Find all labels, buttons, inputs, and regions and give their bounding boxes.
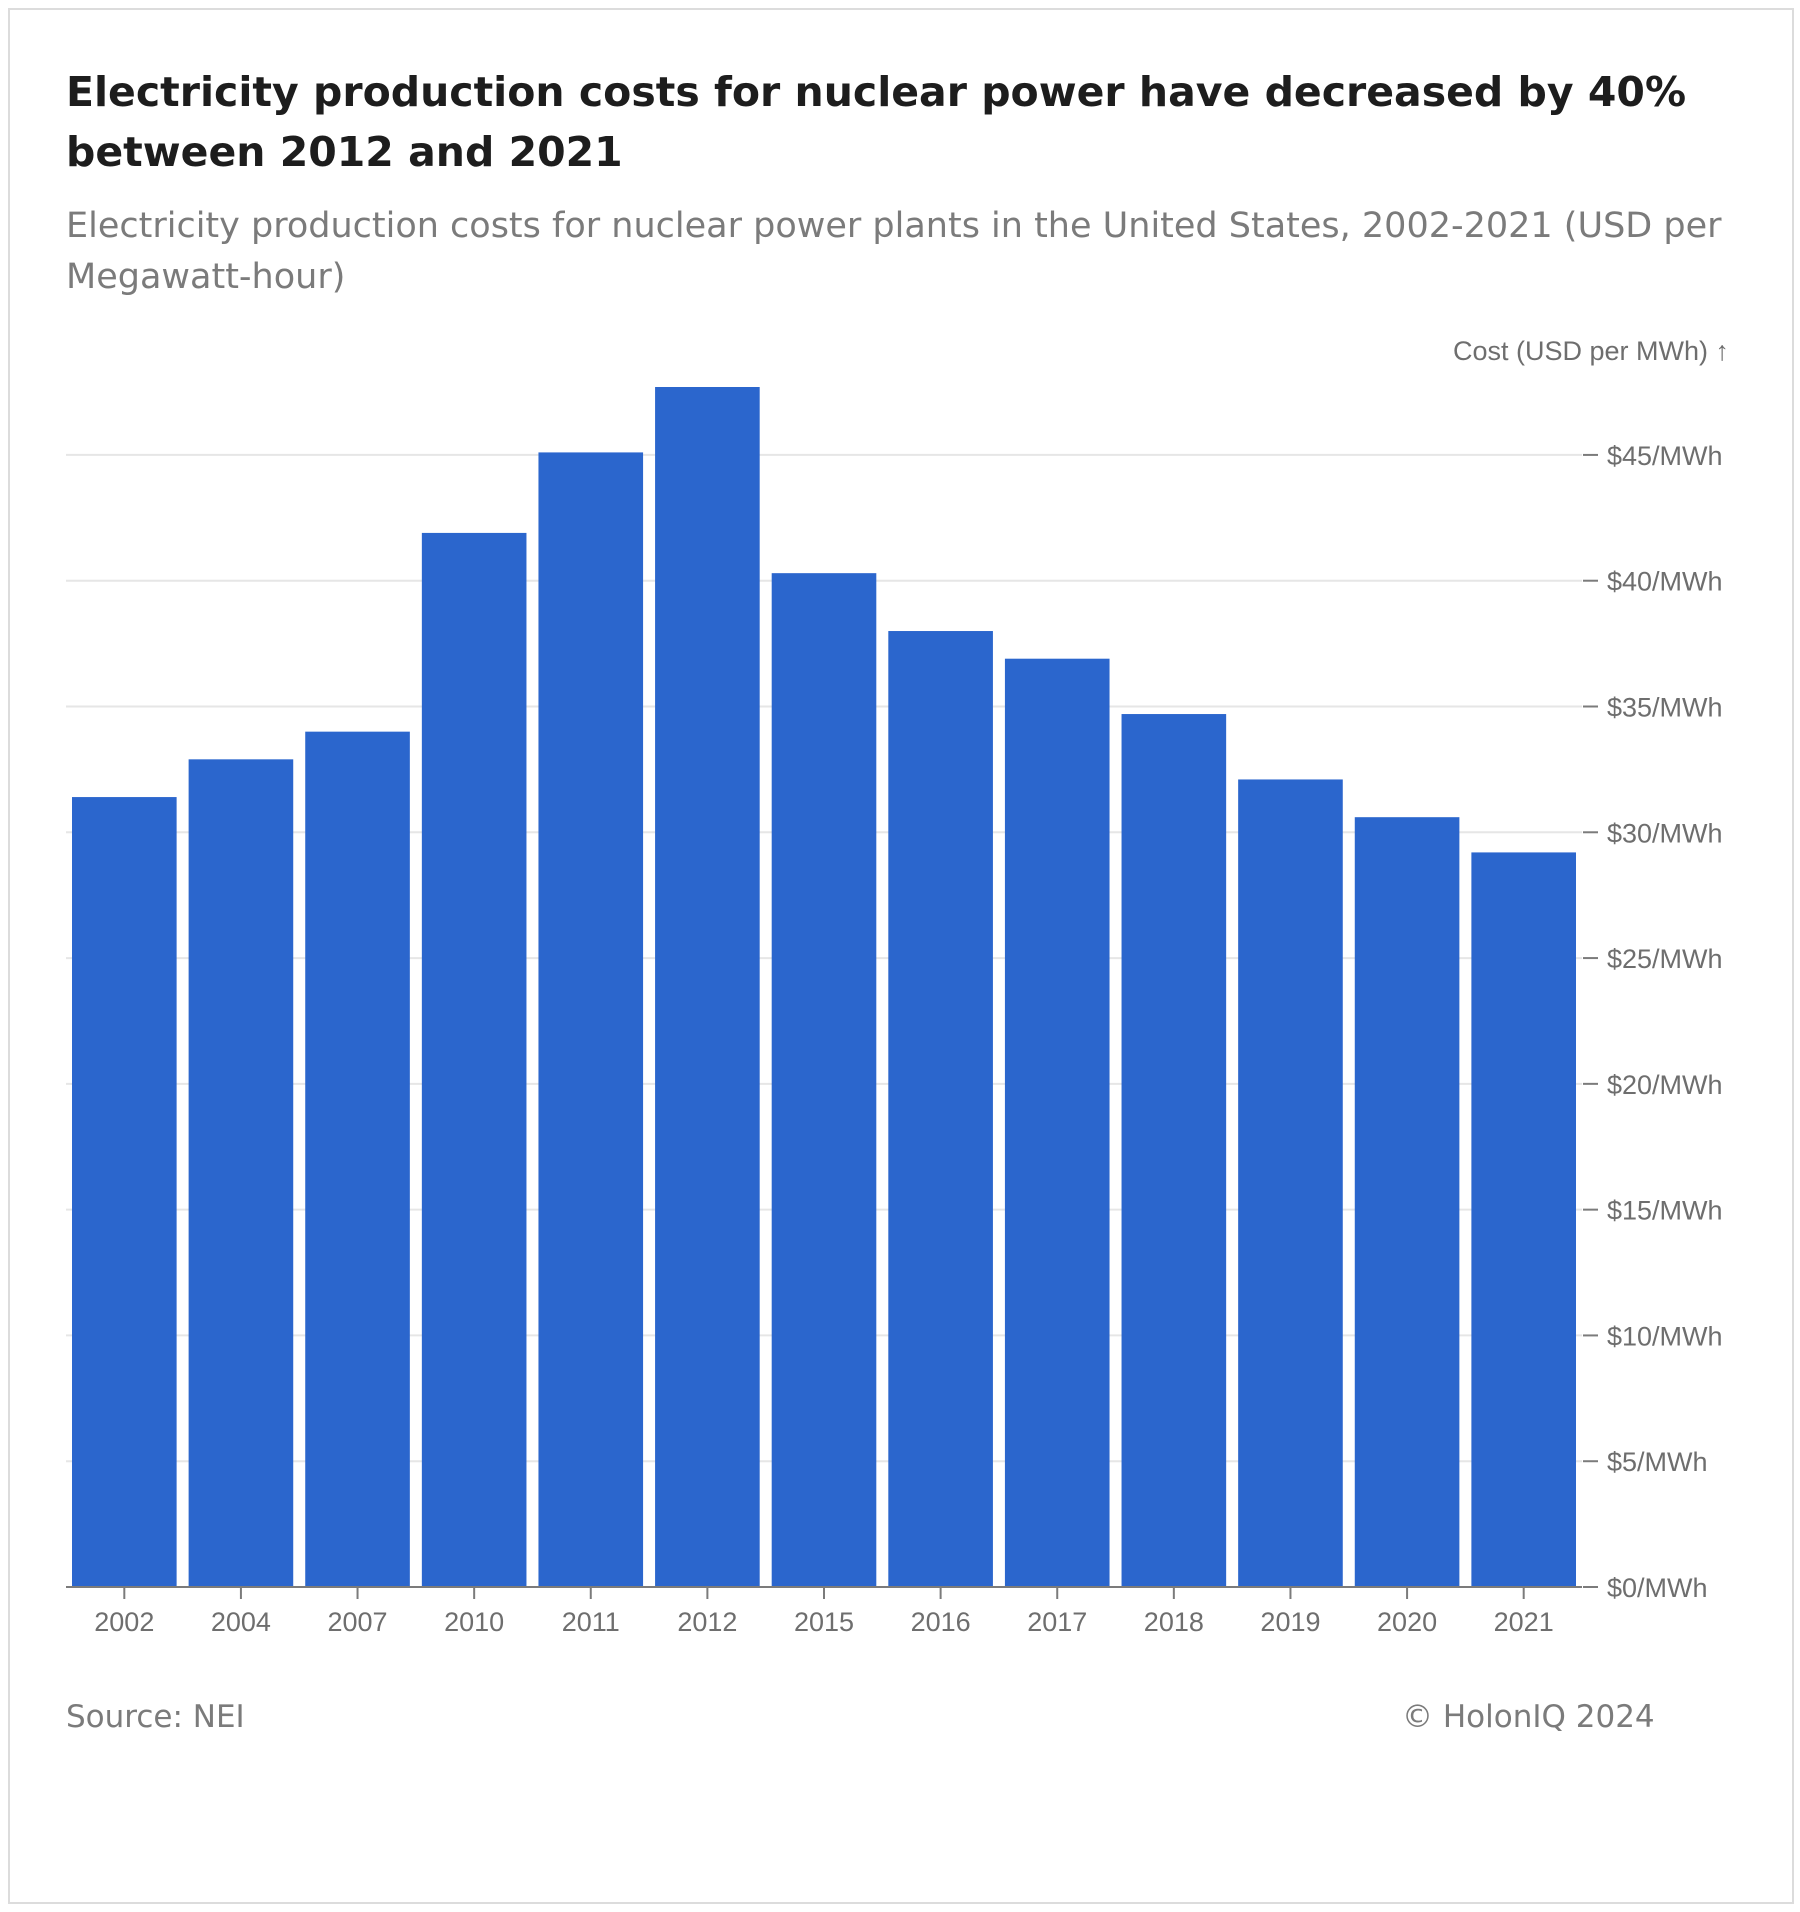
bar-2004 — [188, 759, 294, 1587]
x-tick-label: 2002 — [94, 1607, 154, 1637]
x-tick-label: 2016 — [911, 1607, 971, 1637]
bar-2010 — [421, 532, 527, 1588]
y-tick-label: $0/MWh — [1607, 1573, 1708, 1603]
bar-2021 — [1471, 852, 1576, 1587]
x-tick-label: 2012 — [677, 1607, 737, 1637]
y-tick-label: $20/MWh — [1607, 1070, 1723, 1100]
x-tick-label: 2021 — [1494, 1607, 1554, 1637]
y-tick-label: $15/MWh — [1607, 1196, 1723, 1226]
copyright-note: © HolonIQ 2024 — [1402, 1699, 1655, 1735]
bar-2019 — [1238, 779, 1343, 1587]
y-axis-label: Cost (USD per MWh) ↑ — [1453, 336, 1729, 366]
x-tick-label: 2007 — [327, 1607, 387, 1637]
y-tick-label: $45/MWh — [1607, 441, 1723, 471]
bars — [72, 387, 1576, 1588]
x-tick-label: 2011 — [562, 1607, 620, 1637]
bar-2017 — [1004, 658, 1110, 1587]
bar-2018 — [1121, 714, 1227, 1587]
bar-2011 — [538, 452, 644, 1587]
bar-2016 — [888, 631, 993, 1587]
axes: $0/MWh $5/MWh $10/MWh $15/MWh $20/MWh $25/MWh… — [66, 441, 1723, 1637]
bar-2007 — [305, 731, 410, 1587]
bar-2020 — [1354, 817, 1460, 1587]
bar-2015 — [771, 573, 877, 1587]
chart-subtitle: Electricity production costs for nuclear… — [66, 206, 1722, 297]
x-tick-label: 2010 — [444, 1607, 504, 1637]
bar-2012 — [655, 387, 760, 1587]
bar-2002 — [72, 797, 177, 1587]
x-tick-label: 2019 — [1260, 1607, 1320, 1637]
y-tick-label: $25/MWh — [1607, 944, 1723, 974]
y-tick-label: $35/MWh — [1607, 692, 1723, 722]
x-tick-label: 2018 — [1144, 1607, 1204, 1637]
y-tick-label: $5/MWh — [1607, 1447, 1708, 1477]
chart-title: Electricity production costs for nuclear… — [66, 68, 1687, 176]
x-tick-label: 2017 — [1027, 1607, 1087, 1637]
x-tick-label: 2015 — [794, 1607, 854, 1637]
x-tick-label: 2020 — [1377, 1607, 1437, 1637]
y-tick-label: $30/MWh — [1607, 818, 1723, 848]
y-tick-label: $10/MWh — [1607, 1321, 1723, 1351]
y-tick-label: $40/MWh — [1607, 567, 1723, 597]
source-note: Source: NEI — [66, 1699, 245, 1735]
x-tick-label: 2004 — [211, 1607, 271, 1637]
